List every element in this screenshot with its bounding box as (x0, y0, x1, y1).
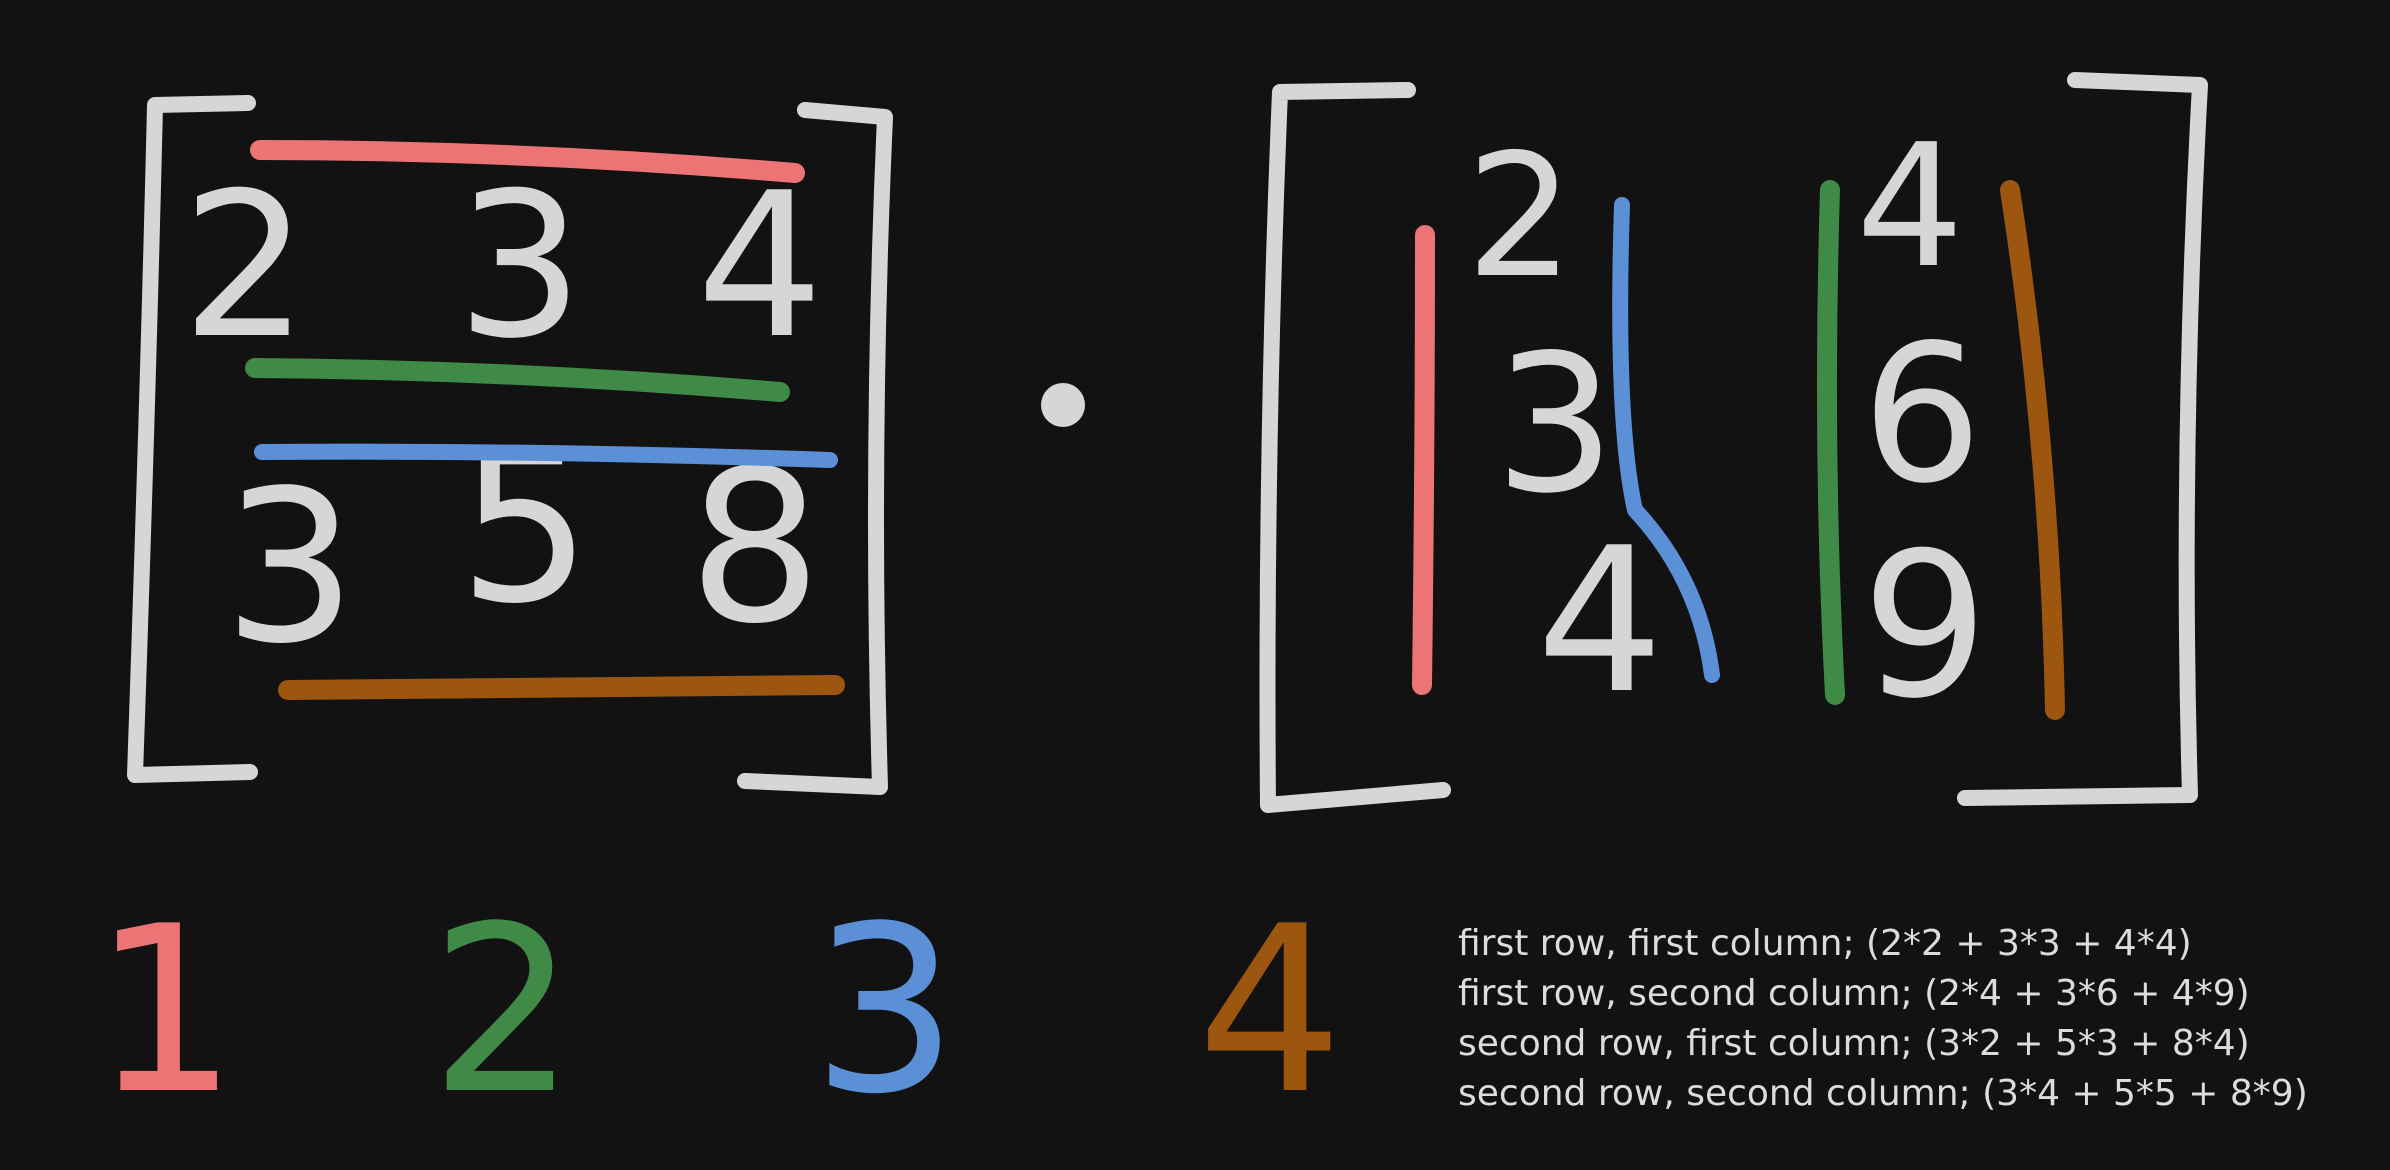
matrix-a-right-bracket (737, 102, 893, 795)
col-1-blue-highlight (1612, 197, 1720, 683)
legend-item-2: 2 (430, 878, 576, 1145)
dot-operator (1041, 383, 1085, 427)
note-line-1: first row, first column; (2*2 + 3*3 + 4*… (1458, 923, 2192, 964)
explanation-notes: first row, first column; (2*2 + 3*3 + 4*… (1458, 923, 2308, 1114)
matrix-b-right-bracket (1957, 72, 2208, 806)
matrix-b-left-bracket (1259, 82, 1451, 813)
a-r1c3: 4 (696, 150, 823, 383)
matrix-a: 2 3 4 3 5 8 (127, 95, 893, 795)
b-r1c1: 2 (1466, 118, 1574, 316)
a-r2c2: 5 (458, 405, 592, 650)
row-2-orange-highlight (278, 675, 845, 700)
row-2-blue-highlight (254, 443, 838, 468)
note-line-2: first row, second column; (2*4 + 3*6 + 4… (1458, 973, 2250, 1014)
a-r1c2: 3 (456, 150, 583, 383)
legend-item-3: 3 (812, 878, 958, 1145)
b-r3c2: 9 (1861, 510, 1988, 743)
col-2-orange-highlight (2000, 180, 2065, 720)
a-r1c1: 2 (181, 150, 308, 383)
b-r2c1: 3 (1495, 314, 1616, 535)
col-1-red-highlight (1412, 225, 1435, 695)
matrix-b: 2 3 4 4 6 9 (1259, 72, 2208, 813)
row-1-green-highlight (245, 358, 790, 402)
b-r3c1: 4 (1536, 505, 1663, 738)
legend-item-4: 4 (1197, 878, 1343, 1145)
legend-item-1: 1 (92, 878, 238, 1145)
row-1-red-highlight (250, 140, 805, 183)
b-r2c2: 6 (1862, 304, 1983, 525)
b-r1c2: 4 (1856, 108, 1964, 306)
note-line-4: second row, second column; (3*4 + 5*5 + … (1458, 1073, 2308, 1114)
col-2-green-highlight (1816, 180, 1845, 705)
matrix-a-left-bracket (127, 95, 258, 783)
a-r2c1: 3 (223, 445, 357, 690)
note-line-3: second row, first column; (3*2 + 5*3 + 8… (1458, 1023, 2250, 1064)
legend: 1 2 3 4 (92, 878, 1343, 1145)
